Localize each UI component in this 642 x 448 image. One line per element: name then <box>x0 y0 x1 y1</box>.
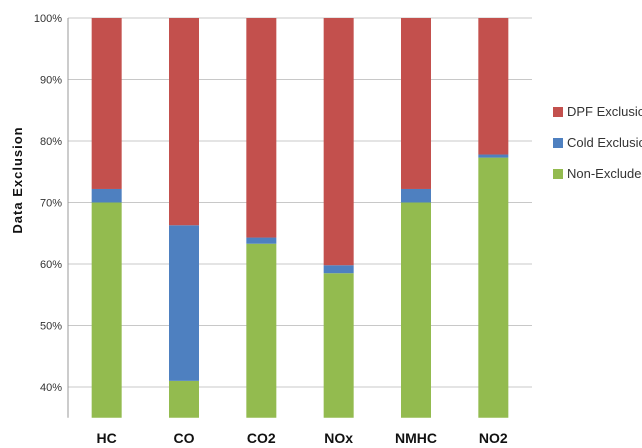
bar-segment-cold-exclusion-no2 <box>478 154 509 158</box>
bar-segment-non-excluded-co2 <box>246 243 277 418</box>
category-label: CO2 <box>247 430 276 446</box>
bar-segment-non-excluded-nmhc <box>401 202 431 418</box>
bar-segment-non-excluded-co <box>169 380 199 418</box>
category-label: NMHC <box>395 430 437 446</box>
y-tick-labels: 40% 50% 60% 70% 80% 90% 100% <box>34 13 62 394</box>
y-tick-label: 70% <box>40 198 62 210</box>
legend-swatch <box>553 169 563 179</box>
bar-segment-dpf-exclusion-nox <box>323 18 354 266</box>
bar-segment-cold-exclusion-nmhc <box>401 188 431 203</box>
bar-segment-non-excluded-no2 <box>478 157 509 418</box>
legend-label: Cold Exclusion <box>567 135 642 150</box>
bar-segment-dpf-exclusion-hc <box>91 18 122 189</box>
gridlines <box>67 17 532 418</box>
y-tick-label: 50% <box>40 321 62 333</box>
legend-swatch <box>553 138 563 148</box>
y-tick-label: 80% <box>40 136 62 148</box>
bar-segment-dpf-exclusion-nmhc <box>401 18 431 189</box>
category-label: NOx <box>324 430 353 446</box>
category-label: CO <box>174 430 195 446</box>
bar-segment-dpf-exclusion-no2 <box>478 18 509 155</box>
bar-segment-cold-exclusion-co2 <box>246 237 277 244</box>
y-tick-label: 40% <box>40 382 62 394</box>
bar-segment-cold-exclusion-nox <box>323 265 354 274</box>
category-labels: HC CO CO2 NOx NMHC NO2 <box>97 430 508 446</box>
legend-label: DPF Exclusion <box>567 104 642 119</box>
y-tick-label: 90% <box>40 75 62 87</box>
bar-segment-dpf-exclusion-co <box>169 18 199 226</box>
legend-label: Non-Excluded <box>567 166 642 181</box>
bar-segment-cold-exclusion-co <box>169 225 199 381</box>
bars <box>91 18 509 418</box>
y-tick-label: 60% <box>40 259 62 271</box>
category-label: HC <box>97 430 117 446</box>
bar-segment-cold-exclusion-hc <box>91 188 122 203</box>
y-axis-label: Data Exclusion <box>10 126 25 233</box>
category-label: NO2 <box>479 430 508 446</box>
bar-segment-dpf-exclusion-co2 <box>246 18 277 238</box>
bar-segment-non-excluded-hc <box>91 202 122 418</box>
legend: DPF Exclusion Cold Exclusion Non-Excluded <box>553 104 642 181</box>
legend-swatch <box>553 107 563 117</box>
y-tick-label: 100% <box>34 13 62 25</box>
bar-segment-non-excluded-nox <box>323 273 354 418</box>
